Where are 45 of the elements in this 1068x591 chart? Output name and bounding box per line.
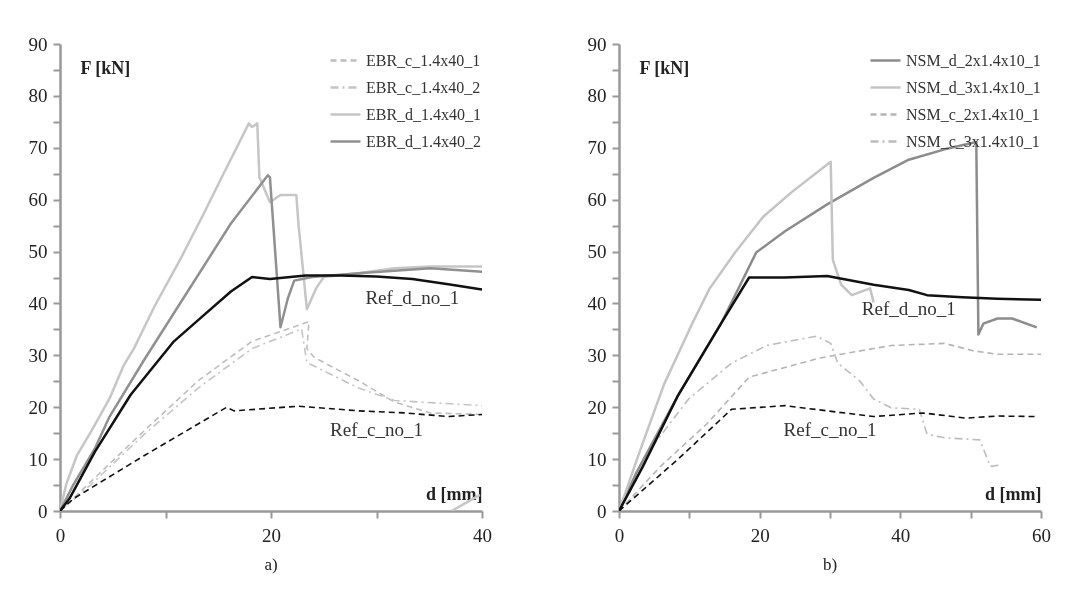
y-axis-title: F [kN] <box>639 57 690 78</box>
legend-label: EBR_c_1.4x40_2 <box>366 78 481 96</box>
annotation: Ref_d_no_1 <box>861 297 956 319</box>
x-tick-label: 60 <box>1032 524 1051 546</box>
y-tick-label: 90 <box>28 33 48 55</box>
legend-label: NSM_d_2x1.4x10_1 <box>906 51 1041 69</box>
annotation: Ref_c_no_1 <box>783 419 877 441</box>
y-tick-label: 70 <box>28 137 48 159</box>
legend-label: EBR_d_1.4x40_1 <box>366 105 482 123</box>
y-tick-label: 50 <box>587 241 607 263</box>
y-tick-label: 40 <box>28 292 48 314</box>
legend-label: NSM_d_3x1.4x10_1 <box>906 78 1041 96</box>
legend-label: NSM_c_3x1.4x10_1 <box>906 132 1040 150</box>
y-tick-label: 20 <box>28 396 48 418</box>
x-tick-label: 40 <box>473 524 492 546</box>
y-tick-label: 60 <box>28 189 48 211</box>
x-axis-title: d [mm] <box>985 483 1042 504</box>
annotation: Ref_d_no_1 <box>365 287 460 309</box>
y-tick-label: 80 <box>587 85 607 107</box>
legend-label: NSM_c_2x1.4x10_1 <box>906 105 1040 123</box>
legend-label: EBR_d_1.4x40_2 <box>366 132 482 150</box>
y-tick-label: 0 <box>38 500 48 522</box>
y-tick-label: 20 <box>587 396 607 418</box>
y-tick-label: 10 <box>28 448 48 470</box>
y-tick-label: 30 <box>28 344 48 366</box>
y-tick-label: 80 <box>28 85 48 107</box>
x-tick-label: 20 <box>262 524 281 546</box>
y-tick-label: 90 <box>587 33 607 55</box>
y-tick-label: 60 <box>587 189 607 211</box>
x-tick-label: 0 <box>614 524 625 546</box>
y-tick-label: 40 <box>587 292 607 314</box>
x-tick-label: 20 <box>750 524 770 546</box>
y-tick-label: 70 <box>587 137 607 159</box>
y-tick-label: 10 <box>587 448 607 470</box>
text: b) <box>822 555 838 574</box>
y-tick-label: 50 <box>28 241 48 263</box>
text: a) <box>264 555 278 574</box>
x-tick-label: 0 <box>55 524 66 546</box>
y-tick-label: 30 <box>587 344 607 366</box>
x-axis-title: d [mm] <box>426 483 483 504</box>
legend-label: EBR_c_1.4x40_1 <box>366 51 481 69</box>
y-tick-label: 0 <box>597 500 607 522</box>
annotation: Ref_c_no_1 <box>330 419 423 441</box>
x-tick-label: 40 <box>891 524 911 546</box>
y-axis-title: F [kN] <box>80 57 131 78</box>
